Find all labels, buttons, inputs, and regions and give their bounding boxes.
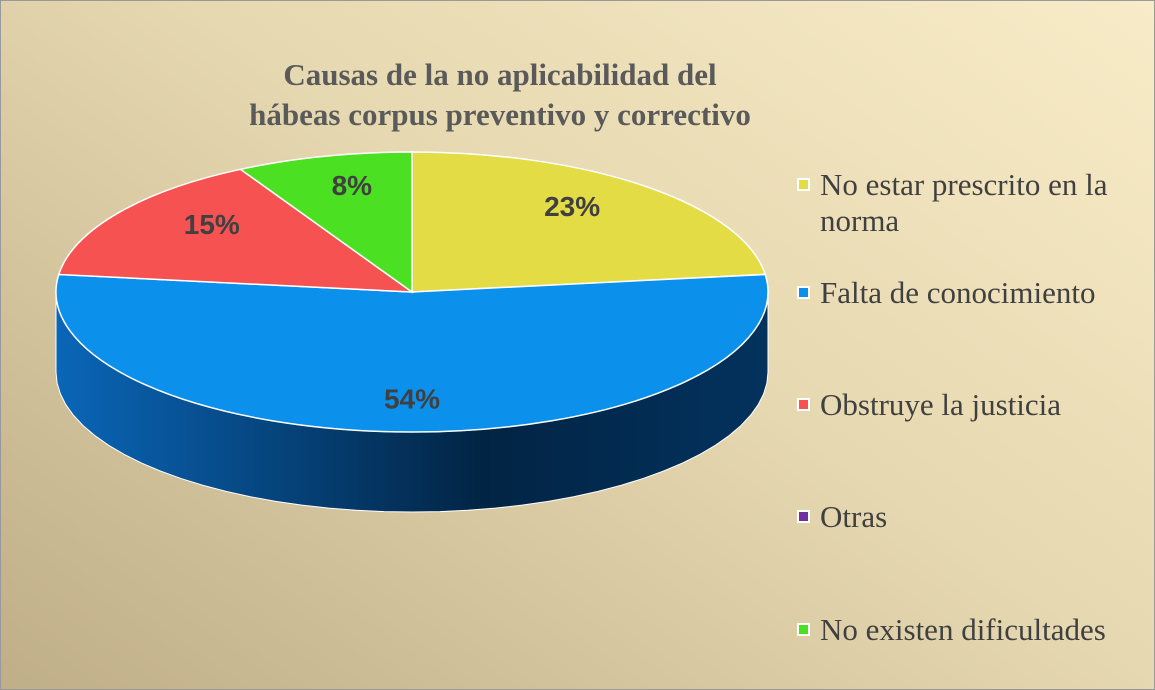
- legend-swatch: [797, 178, 810, 191]
- data-label: 15%: [184, 209, 240, 240]
- legend-swatch: [797, 510, 810, 523]
- legend-item: No existen dificultades: [797, 612, 1147, 648]
- legend-label: Falta de conocimiento: [820, 275, 1096, 310]
- slice: [411, 151, 767, 293]
- legend-label: Obstruye la justicia: [820, 387, 1062, 422]
- chart-title: Causas de la no aplicabilidad del hábeas …: [249, 57, 751, 132]
- legend-swatch: [797, 398, 810, 411]
- slice: [238, 151, 413, 294]
- legend-item: No estar prescrito en la norma: [797, 167, 1147, 239]
- slice: [57, 168, 415, 293]
- data-label: 23%: [544, 191, 600, 222]
- data-label: 8%: [332, 170, 373, 201]
- slice: [55, 273, 769, 433]
- legend-swatch: [797, 623, 810, 636]
- legend-label: No existen dificultades: [820, 612, 1106, 647]
- legend-item: Obstruye la justicia: [797, 387, 1147, 423]
- legend-item: Otras: [797, 499, 1147, 535]
- legend-item: Falta de conocimiento: [797, 275, 1147, 311]
- legend-label: No estar prescrito en la norma: [820, 167, 1108, 238]
- data-label: 54%: [384, 384, 440, 415]
- legend-label: Otras: [820, 499, 888, 534]
- legend-swatch: [797, 286, 810, 299]
